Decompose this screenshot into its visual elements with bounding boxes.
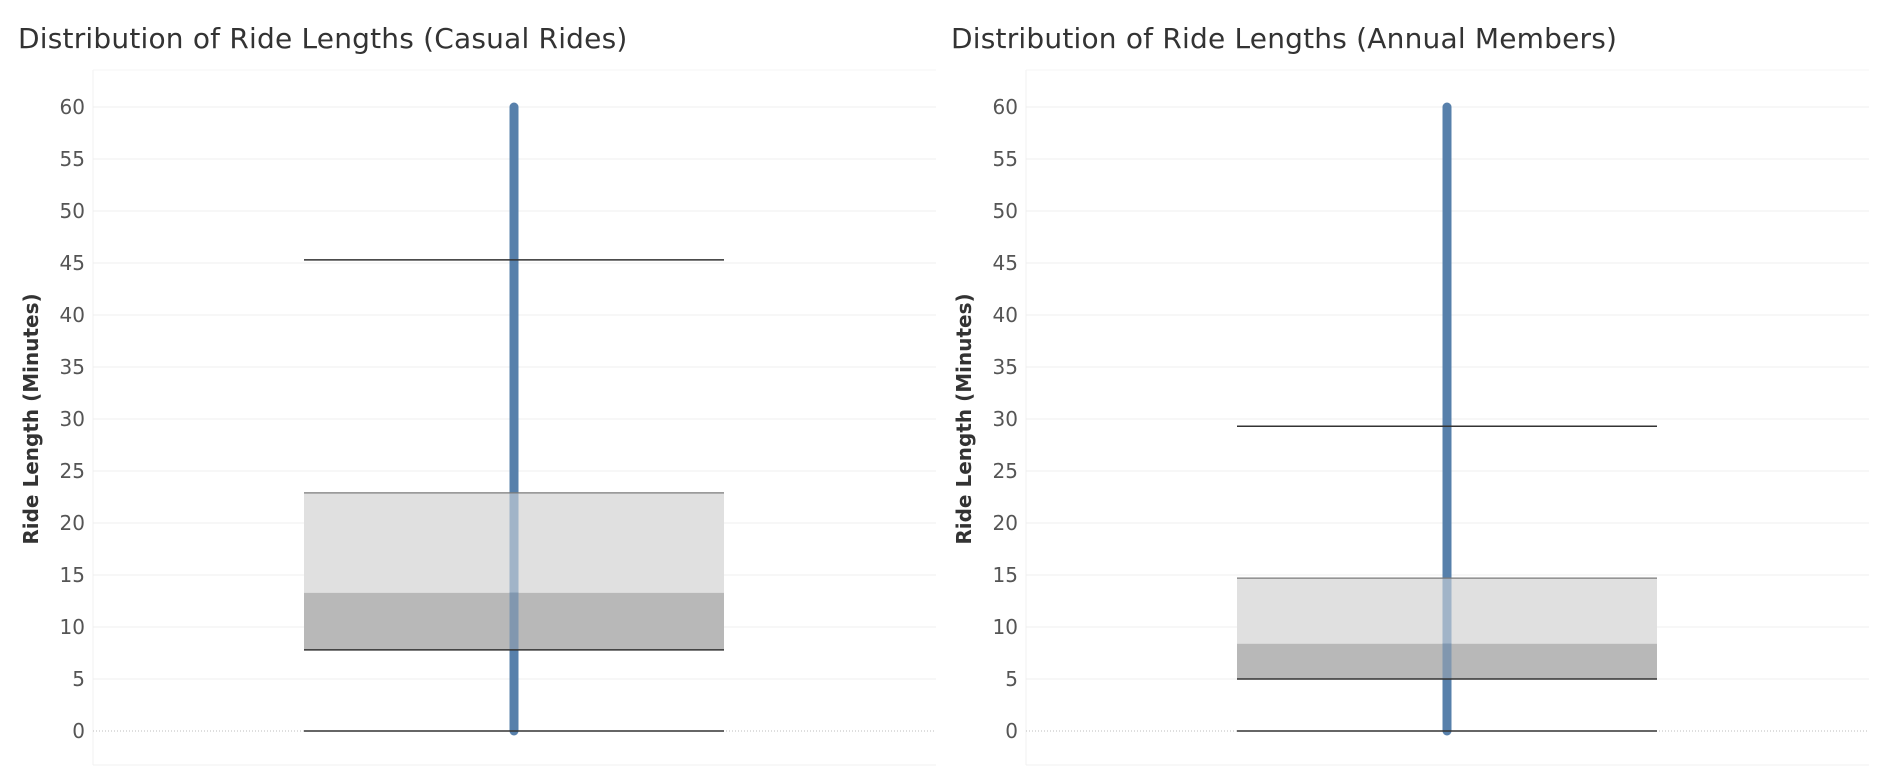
- y-tick-label: 35: [993, 355, 1018, 379]
- casual-rides-box-plot: 0 5 10 15 20 25 30 35 40 45 50 55 60 Ride Length (Min…: [19, 69, 936, 766]
- y-tick-label: 5: [72, 667, 85, 691]
- box-lower-overlay: [509, 592, 519, 650]
- y-tick-label: 20: [60, 511, 85, 535]
- y-tick-label: 50: [993, 199, 1018, 223]
- y-tick-label: 15: [60, 563, 85, 587]
- y-tick-label: 30: [60, 407, 85, 431]
- casual-rides-chart-panel: Distribution of Ride Lengths (Casual Rid…: [0, 0, 940, 778]
- chart-title: Distribution of Ride Lengths (Casual Rid…: [18, 22, 628, 55]
- y-tick-label: 30: [993, 407, 1018, 431]
- box-lower-overlay: [1442, 643, 1452, 679]
- y-tick-label: 20: [993, 511, 1018, 535]
- box-upper-overlay: [1442, 578, 1452, 644]
- y-tick-label: 40: [60, 303, 85, 327]
- y-tick-label: 0: [1005, 719, 1018, 743]
- y-tick-label: 50: [60, 199, 85, 223]
- y-tick-label: 10: [993, 615, 1018, 639]
- chart-title: Distribution of Ride Lengths (Annual Mem…: [951, 22, 1618, 55]
- y-tick-label: 40: [993, 303, 1018, 327]
- annual-members-box-plot: 0 5 10 15 20 25 30 35 40 45 50 55 60 Ride Length (Min…: [952, 69, 1869, 766]
- y-tick-label: 25: [993, 459, 1018, 483]
- y-tick-label: 55: [60, 147, 85, 171]
- y-tick-label: 15: [993, 563, 1018, 587]
- y-tick-label: 55: [993, 147, 1018, 171]
- y-tick-label: 45: [993, 251, 1018, 275]
- y-tick-label: 25: [60, 459, 85, 483]
- y-axis-title: Ride Length (Minutes): [952, 293, 976, 544]
- y-tick-label: 0: [72, 719, 85, 743]
- annual-members-chart-panel: Distribution of Ride Lengths (Annual Mem…: [933, 0, 1881, 778]
- y-tick-label: 45: [60, 251, 85, 275]
- box-upper-overlay: [509, 492, 519, 593]
- y-tick-label: 5: [1005, 667, 1018, 691]
- y-tick-label: 60: [60, 95, 85, 119]
- y-axis-title: Ride Length (Minutes): [19, 293, 43, 544]
- y-tick-label: 10: [60, 615, 85, 639]
- y-tick-label: 60: [993, 95, 1018, 119]
- y-tick-label: 35: [60, 355, 85, 379]
